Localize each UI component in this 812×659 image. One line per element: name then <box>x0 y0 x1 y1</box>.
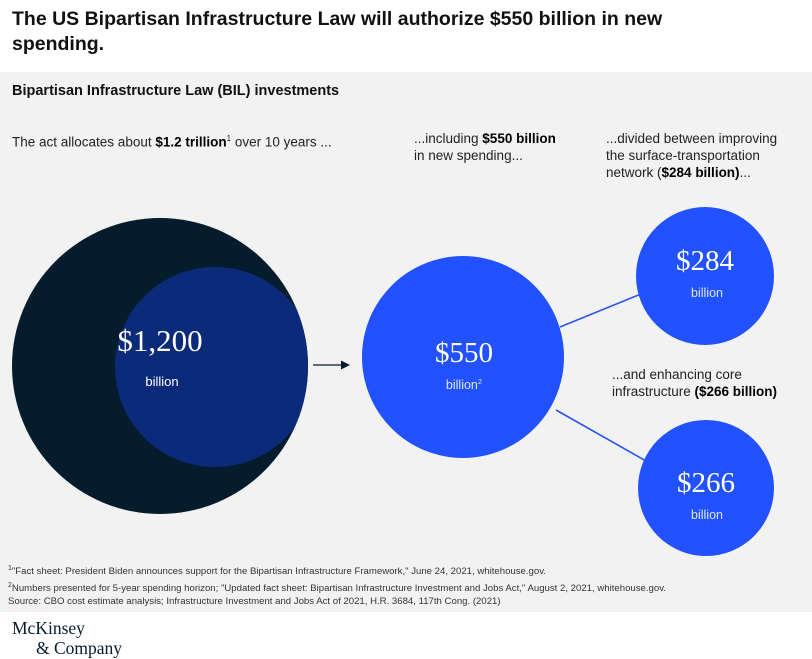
chart-subtitle: Bipartisan Infrastructure Law (BIL) inve… <box>12 83 340 99</box>
footnotes: 1"Fact sheet: President Biden announces … <box>8 562 808 609</box>
bubble-overlap <box>115 267 308 467</box>
bubble-total-value: $1,200 <box>117 323 202 358</box>
bubble-surface-transportation-value: $284 <box>676 245 735 277</box>
connector-upper <box>559 293 642 328</box>
bubble-core-infrastructure-value: $266 <box>677 467 735 499</box>
bubble-core-infrastructure <box>638 420 774 556</box>
mckinsey-logo: McKinsey & Company <box>12 618 123 658</box>
chart-title: The US Bipartisan Infrastructure Law wil… <box>12 8 663 55</box>
bubble-core-infrastructure-unit: billion <box>691 508 723 522</box>
caption-new-spending: ...including $550 billion in new spendin… <box>414 131 556 163</box>
bubble-surface-transportation-unit: billion <box>691 286 723 300</box>
connector-lower <box>555 409 647 462</box>
footnote-1: 1"Fact sheet: President Biden announces … <box>8 565 546 578</box>
bubble-new-spending-value: $550 <box>435 337 493 369</box>
bubble-new-spending-unit: billion2 <box>446 377 482 392</box>
footnote-source: Source: CBO cost estimate analysis; Infr… <box>8 596 501 608</box>
caption-total: The act allocates about $1.2 trillion1 o… <box>12 134 332 150</box>
bubble-total-unit: billion <box>145 374 178 389</box>
caption-surface-transportation: ...divided between improving the surface… <box>606 131 778 180</box>
footnote-2: 2Numbers presented for 5-year spending h… <box>8 581 666 594</box>
arrow-head <box>341 360 350 370</box>
bubble-surface-transportation <box>636 207 774 345</box>
caption-core-infrastructure: ...and enhancing core infrastructure ($2… <box>612 367 778 399</box>
bubble-new-spending <box>362 256 564 458</box>
